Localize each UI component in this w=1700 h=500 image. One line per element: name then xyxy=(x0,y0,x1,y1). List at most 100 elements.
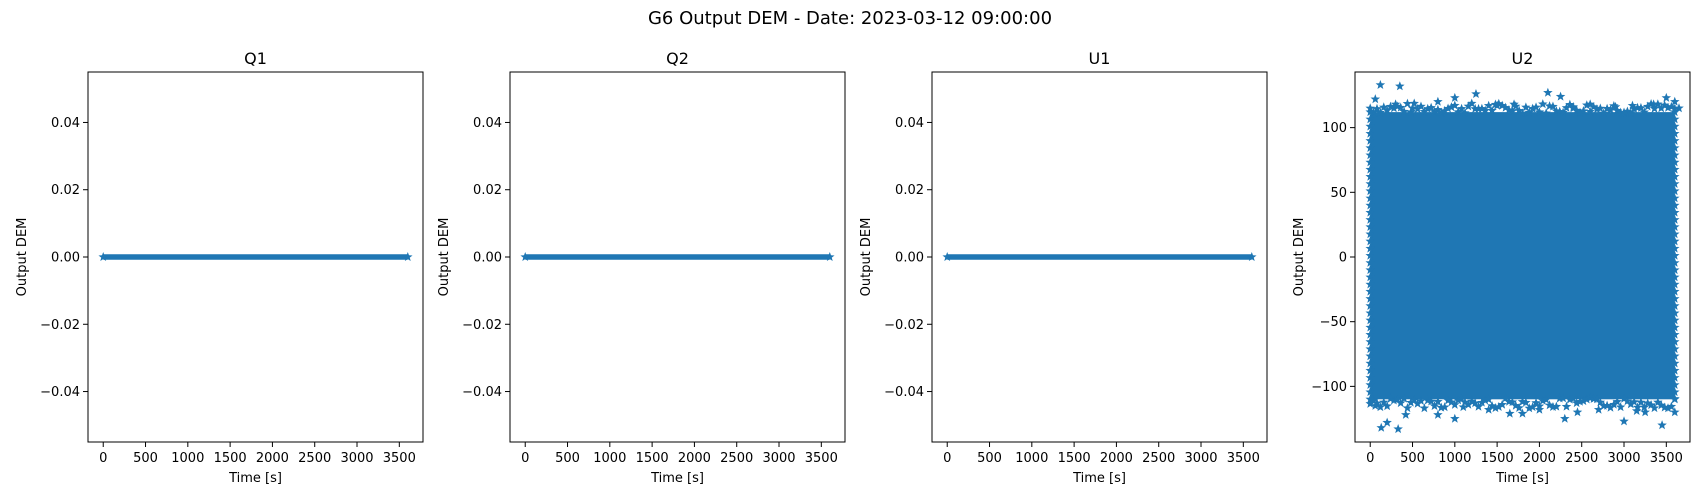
y-tick-label: 0.02 xyxy=(895,183,924,198)
x-tick-label: 3000 xyxy=(340,451,373,466)
marker xyxy=(1670,308,1680,318)
marker xyxy=(1541,108,1551,118)
marker xyxy=(1639,107,1650,117)
marker xyxy=(1453,106,1463,117)
marker xyxy=(1585,106,1595,116)
marker xyxy=(1460,107,1470,117)
marker xyxy=(1670,236,1680,246)
y-tick-label: 0.04 xyxy=(895,116,924,131)
marker xyxy=(1463,399,1474,409)
marker xyxy=(1649,103,1660,113)
x-tick-label: 500 xyxy=(555,451,580,466)
marker xyxy=(1670,121,1680,131)
x-tick-label: 1500 xyxy=(214,451,247,466)
marker xyxy=(1554,393,1565,403)
marker xyxy=(1663,403,1673,413)
marker xyxy=(1395,398,1406,408)
marker-start xyxy=(520,252,530,262)
marker xyxy=(1582,100,1592,110)
marker xyxy=(1423,103,1433,113)
outlier-marker xyxy=(1433,96,1443,106)
marker xyxy=(1365,379,1375,389)
marker xyxy=(1670,257,1680,267)
x-axis-label: Time [s] xyxy=(228,471,282,486)
marker xyxy=(1670,171,1680,181)
marker xyxy=(1548,101,1558,111)
marker xyxy=(1365,365,1375,375)
marker xyxy=(1670,207,1680,217)
marker xyxy=(1656,103,1666,113)
x-tick-label: 1000 xyxy=(1438,451,1471,466)
marker xyxy=(1365,229,1375,239)
x-tick-label: 1000 xyxy=(1015,451,1048,466)
outlier-marker xyxy=(1670,96,1680,106)
marker xyxy=(1670,250,1680,260)
x-tick-label: 2500 xyxy=(1565,451,1598,466)
marker xyxy=(1365,387,1375,397)
outlier-marker xyxy=(1661,92,1672,102)
x-tick-label: 1500 xyxy=(636,451,669,466)
marker xyxy=(1477,397,1487,407)
outlier-marker xyxy=(1610,101,1621,111)
outlier-marker xyxy=(1458,402,1469,412)
marker xyxy=(1548,402,1558,412)
marker xyxy=(1615,402,1626,412)
marker xyxy=(1365,398,1375,408)
outlier-marker xyxy=(1560,413,1570,423)
outlier-marker xyxy=(1509,99,1519,109)
x-tick-label: 3500 xyxy=(1650,451,1683,466)
figure-suptitle: G6 Output DEM - Date: 2023-03-12 09:00:0… xyxy=(648,8,1052,29)
marker xyxy=(1500,102,1511,112)
marker xyxy=(1507,106,1518,116)
marker xyxy=(1385,393,1396,403)
marker xyxy=(1372,398,1382,408)
marker xyxy=(1399,106,1409,116)
marker xyxy=(1670,135,1680,145)
y-tick-label: 0.04 xyxy=(51,116,80,131)
marker xyxy=(1670,272,1680,282)
marker xyxy=(1534,107,1545,117)
outlier-marker xyxy=(1407,103,1418,113)
marker xyxy=(1670,279,1680,289)
x-axis-label: Time [s] xyxy=(1495,471,1549,486)
marker xyxy=(1521,102,1531,112)
marker xyxy=(1365,344,1375,354)
marker xyxy=(1443,395,1453,405)
marker xyxy=(1365,171,1375,181)
marker xyxy=(1395,102,1406,112)
y-tick-label: 50 xyxy=(1330,186,1347,201)
outlier-marker xyxy=(1593,404,1604,414)
marker xyxy=(1670,150,1680,160)
marker xyxy=(1612,396,1622,406)
marker-start xyxy=(98,252,108,262)
marker xyxy=(1494,401,1504,411)
marker xyxy=(1571,105,1582,115)
x-tick-label: 3500 xyxy=(805,451,838,466)
marker xyxy=(1636,397,1646,407)
y-tick-label: 0.00 xyxy=(895,251,924,266)
x-tick-label: 3000 xyxy=(762,451,795,466)
marker xyxy=(1409,394,1419,405)
outlier-marker xyxy=(1382,417,1392,427)
y-axis-label: Output DEM xyxy=(437,218,452,297)
marker xyxy=(1368,107,1379,117)
marker xyxy=(1426,102,1436,112)
marker xyxy=(1622,396,1633,406)
y-tick-label: 0 xyxy=(1339,251,1347,266)
marker xyxy=(1646,400,1656,410)
marker xyxy=(1666,101,1677,111)
marker xyxy=(1365,300,1375,311)
outlier-marker xyxy=(1492,100,1502,110)
marker xyxy=(1575,396,1585,406)
marker xyxy=(1433,396,1443,406)
marker xyxy=(1365,200,1375,210)
marker xyxy=(1670,114,1680,124)
marker xyxy=(1402,98,1413,108)
panel-u2: 0 500 1000 1500 2000 2500 3000 3500 −100 −50 0 50 10… xyxy=(1292,49,1691,486)
marker xyxy=(1521,397,1531,407)
marker xyxy=(1568,393,1579,403)
marker xyxy=(1439,105,1450,115)
marker xyxy=(1365,250,1375,260)
y-tick-label: −0.02 xyxy=(884,318,924,333)
marker xyxy=(1392,394,1403,404)
